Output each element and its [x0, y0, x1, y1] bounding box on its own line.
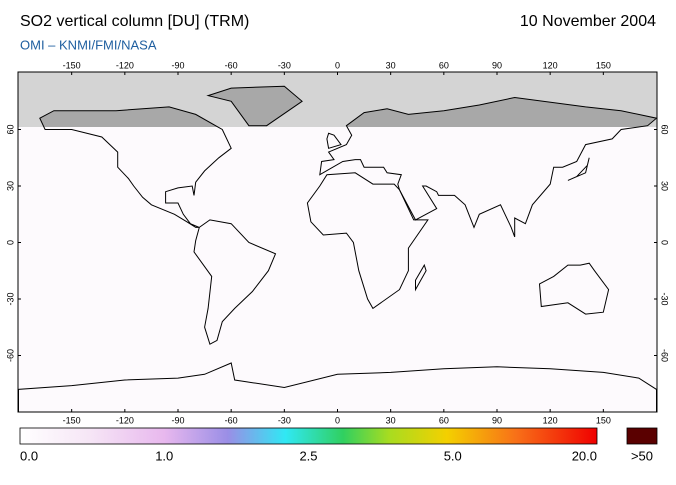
lon-label-bottom: -150	[63, 415, 81, 425]
coastline	[538, 262, 610, 315]
polar-landmass	[39, 106, 218, 127]
coastlines	[18, 85, 657, 412]
lon-label-bottom: -60	[225, 415, 238, 425]
lon-label-bottom: 150	[596, 415, 611, 425]
coastline	[39, 106, 232, 228]
lon-label-bottom: -120	[116, 415, 134, 425]
overflow-label: >50	[631, 448, 653, 463]
lon-label-top: -120	[116, 60, 134, 70]
lon-label-top: 120	[543, 60, 558, 70]
lon-label-bottom: -30	[278, 415, 291, 425]
colorbar	[19, 427, 598, 445]
lat-label-right: 30	[660, 181, 670, 191]
lat-label-left: -30	[5, 292, 15, 305]
colorbar-label: 5.0	[444, 448, 462, 463]
lon-label-bottom: 0	[335, 415, 340, 425]
lon-label-top: 60	[439, 60, 449, 70]
polar-landmass	[346, 97, 657, 127]
lon-label-bottom: 30	[386, 415, 396, 425]
coastline	[193, 219, 277, 345]
lat-label-right: 60	[660, 124, 670, 134]
lon-label-top: 150	[596, 60, 611, 70]
colorbar-label: 2.5	[299, 448, 317, 463]
coastline	[326, 132, 342, 149]
lon-label-top: 90	[492, 60, 502, 70]
date: 10 November 2004	[520, 13, 656, 30]
lon-label-bottom: 120	[543, 415, 558, 425]
lat-label-left: -60	[5, 349, 15, 362]
lon-label-top: -150	[63, 60, 81, 70]
colorbar-overflow	[626, 427, 658, 445]
coastline	[306, 172, 429, 310]
lon-label-top: 30	[386, 60, 396, 70]
coastline	[18, 362, 657, 412]
lat-label-left: 30	[5, 181, 15, 191]
lon-label-top: 0	[335, 60, 340, 70]
lon-label-bottom: -90	[171, 415, 184, 425]
lat-label-left: 0	[5, 240, 15, 245]
lon-label-bottom: 60	[439, 415, 449, 425]
colorbar-label: 1.0	[155, 448, 173, 463]
lon-label-top: -90	[171, 60, 184, 70]
lon-label-top: -30	[278, 60, 291, 70]
coastline	[567, 157, 590, 181]
polar-land	[39, 86, 657, 127]
coastline	[319, 96, 657, 238]
lat-label-right: 0	[660, 240, 670, 245]
lat-label-left: 60	[5, 124, 15, 134]
lat-label-right: -30	[660, 292, 670, 305]
lat-label-right: -60	[660, 349, 670, 362]
source: OMI – KNMI/FMI/NASA	[20, 37, 157, 52]
lon-label-top: -60	[225, 60, 238, 70]
coastline	[206, 85, 303, 127]
colorbar-label: 0.0	[20, 448, 38, 463]
map-background	[18, 72, 657, 412]
lon-label-bottom: 90	[492, 415, 502, 425]
coastline	[415, 263, 427, 292]
polar-landmass	[208, 86, 303, 126]
title: SO2 vertical column [DU] (TRM)	[20, 13, 249, 30]
colorbar-label: 20.0	[572, 448, 597, 463]
